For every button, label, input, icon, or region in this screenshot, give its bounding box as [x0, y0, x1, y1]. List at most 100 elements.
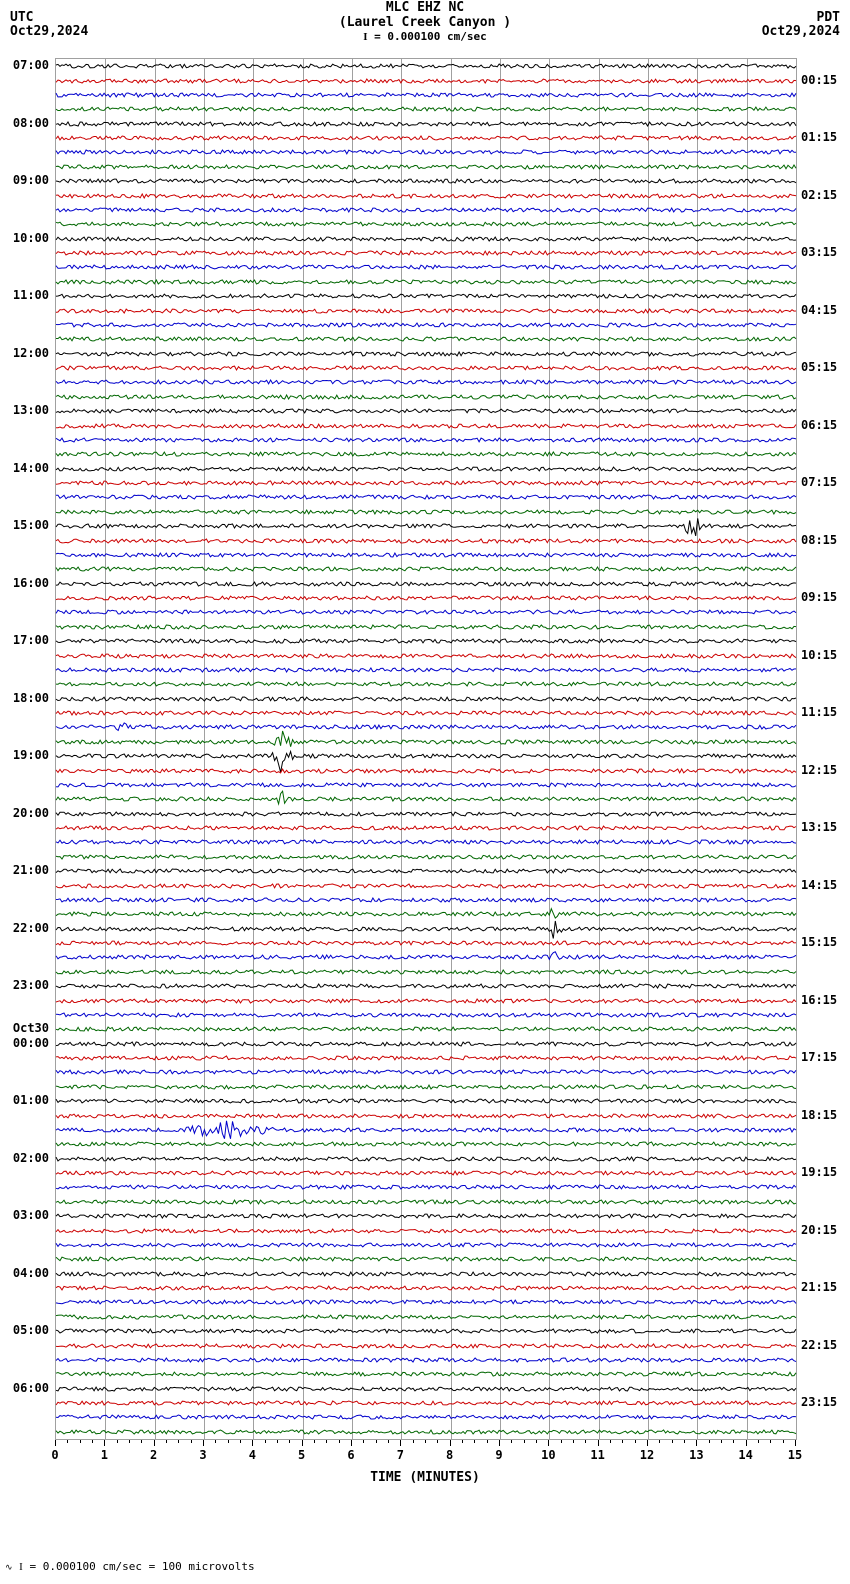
time-label: 20:00	[13, 806, 49, 820]
header-block: MLC EHZ NC (Laurel Creek Canyon ) I = 0.…	[0, 0, 850, 43]
time-label: 23:15	[801, 1395, 837, 1409]
x-tick	[55, 1440, 56, 1446]
x-minor-tick	[228, 1440, 229, 1443]
time-label: 03:00	[13, 1208, 49, 1222]
time-label: 02:00	[13, 1151, 49, 1165]
x-minor-tick	[129, 1440, 130, 1443]
x-axis-label: TIME (MINUTES)	[0, 1470, 850, 1485]
timezone-right: PDT	[817, 10, 840, 25]
x-minor-tick	[783, 1440, 784, 1443]
time-label: 07:15	[801, 475, 837, 489]
x-tick-label: 6	[347, 1448, 354, 1462]
time-label: 09:15	[801, 590, 837, 604]
x-minor-tick	[314, 1440, 315, 1443]
x-minor-tick	[721, 1440, 722, 1443]
x-minor-tick	[635, 1440, 636, 1443]
time-label: 11:00	[13, 288, 49, 302]
x-minor-tick	[92, 1440, 93, 1443]
x-minor-tick	[770, 1440, 771, 1443]
time-label: Oct30	[13, 1021, 49, 1035]
time-label: 00:00	[13, 1036, 49, 1050]
x-minor-tick	[388, 1440, 389, 1443]
x-tick-label: 9	[495, 1448, 502, 1462]
x-tick-label: 4	[249, 1448, 256, 1462]
x-minor-tick	[376, 1440, 377, 1443]
time-label: 06:15	[801, 418, 837, 432]
time-label: 13:00	[13, 403, 49, 417]
time-label: 16:00	[13, 576, 49, 590]
x-minor-tick	[672, 1440, 673, 1443]
x-tick-label: 15	[788, 1448, 802, 1462]
station-title: MLC EHZ NC	[0, 0, 850, 15]
x-minor-tick	[265, 1440, 266, 1443]
x-minor-tick	[758, 1440, 759, 1443]
x-tick	[302, 1440, 303, 1446]
time-label: 07:00	[13, 58, 49, 72]
time-label: 15:00	[13, 518, 49, 532]
x-tick-label: 0	[51, 1448, 58, 1462]
x-minor-tick	[684, 1440, 685, 1443]
x-tick-label: 2	[150, 1448, 157, 1462]
x-minor-tick	[709, 1440, 710, 1443]
x-minor-tick	[413, 1440, 414, 1443]
x-tick-label: 3	[199, 1448, 206, 1462]
x-tick	[746, 1440, 747, 1446]
x-tick	[795, 1440, 796, 1446]
x-tick-label: 8	[446, 1448, 453, 1462]
time-label: 22:00	[13, 921, 49, 935]
footer-scale-note: ∿ I = 0.000100 cm/sec = 100 microvolts	[5, 1560, 255, 1573]
x-tick-label: 5	[298, 1448, 305, 1462]
x-minor-tick	[240, 1440, 241, 1443]
time-label: 05:00	[13, 1323, 49, 1337]
time-label: 19:15	[801, 1165, 837, 1179]
x-tick-label: 10	[541, 1448, 555, 1462]
x-tick	[203, 1440, 204, 1446]
x-tick-label: 11	[590, 1448, 604, 1462]
x-minor-tick	[191, 1440, 192, 1443]
time-label: 10:15	[801, 648, 837, 662]
time-label: 18:15	[801, 1108, 837, 1122]
date-left: Oct29,2024	[10, 24, 88, 39]
x-minor-tick	[733, 1440, 734, 1443]
time-label: 01:00	[13, 1093, 49, 1107]
time-label: 04:00	[13, 1266, 49, 1280]
x-minor-tick	[573, 1440, 574, 1443]
time-label: 17:15	[801, 1050, 837, 1064]
x-minor-tick	[277, 1440, 278, 1443]
x-tick	[499, 1440, 500, 1446]
x-minor-tick	[511, 1440, 512, 1443]
x-tick	[598, 1440, 599, 1446]
x-minor-tick	[437, 1440, 438, 1443]
time-label: 01:15	[801, 130, 837, 144]
time-label: 22:15	[801, 1338, 837, 1352]
time-label: 14:00	[13, 461, 49, 475]
seismogram-container: MLC EHZ NC (Laurel Creek Canyon ) I = 0.…	[0, 0, 850, 1584]
time-label: 08:00	[13, 116, 49, 130]
time-label: 16:15	[801, 993, 837, 1007]
x-tick	[696, 1440, 697, 1446]
x-minor-tick	[178, 1440, 179, 1443]
time-label: 08:15	[801, 533, 837, 547]
x-tick	[548, 1440, 549, 1446]
x-minor-tick	[289, 1440, 290, 1443]
date-right: Oct29,2024	[762, 24, 840, 39]
x-minor-tick	[117, 1440, 118, 1443]
time-label: 11:15	[801, 705, 837, 719]
seismic-trace	[56, 1412, 796, 1452]
x-minor-tick	[363, 1440, 364, 1443]
x-minor-tick	[425, 1440, 426, 1443]
x-minor-tick	[610, 1440, 611, 1443]
x-minor-tick	[215, 1440, 216, 1443]
x-tick-label: 12	[640, 1448, 654, 1462]
x-minor-tick	[622, 1440, 623, 1443]
time-label: 00:15	[801, 73, 837, 87]
x-tick	[647, 1440, 648, 1446]
x-minor-tick	[524, 1440, 525, 1443]
time-label: 19:00	[13, 748, 49, 762]
x-tick	[104, 1440, 105, 1446]
x-minor-tick	[536, 1440, 537, 1443]
time-label: 12:15	[801, 763, 837, 777]
x-tick-label: 7	[397, 1448, 404, 1462]
x-minor-tick	[659, 1440, 660, 1443]
time-label: 05:15	[801, 360, 837, 374]
